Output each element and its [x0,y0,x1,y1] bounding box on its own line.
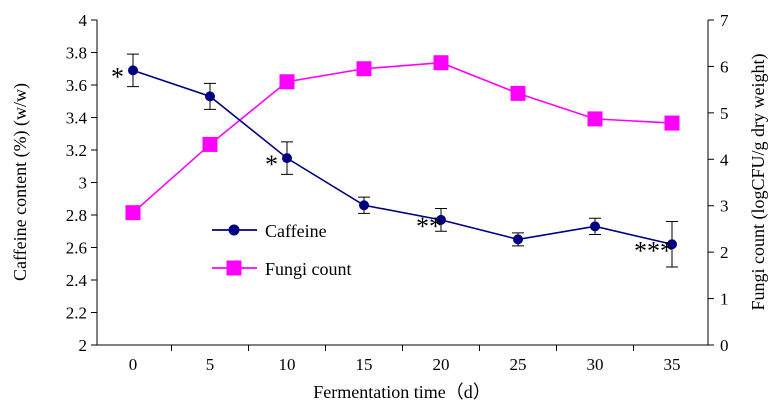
y-right-tick-label: 0 [720,336,729,355]
significance-marker: * [265,150,278,179]
caffeine-marker [436,214,446,225]
y-right-tick-label: 6 [720,57,729,76]
legend-caffeine-label: Caffeine [265,221,327,241]
fungi-count-marker [664,115,680,131]
x-tick-label: 30 [587,355,604,374]
y-left-tick-label: 2.2 [66,304,87,323]
significance-marker: * [111,62,124,91]
y-axis-left-title: Caffeine content (%) (w/w) [10,83,31,281]
y-right-tick-label: 1 [720,290,729,309]
fungi-count-marker [202,136,218,152]
fungi-count-marker [125,205,141,221]
y-left-tick-label: 3.6 [66,76,87,95]
caffeine-marker [359,200,369,211]
caffeine-marker [128,65,138,76]
x-tick-label: 15 [356,355,373,374]
y-right-tick-label: 7 [720,11,729,30]
x-tick-label: 25 [510,355,527,374]
x-tick-label: 20 [433,355,450,374]
fungi-count-marker [356,61,372,77]
caffeine-marker [590,221,600,232]
significance-marker: *** [634,236,673,265]
x-tick-label: 0 [129,355,138,374]
y-axis-right-title: Fungi count (logCFU/g dry weight) [748,54,769,311]
fungi-count-line [132,61,673,214]
x-axis-title: Fermentation time（d） [313,382,490,402]
legend: Caffeine Fungi count [212,221,352,279]
caffeine-marker [667,239,677,250]
caffeine-marker [205,91,215,102]
x-tick-label: 5 [206,355,215,374]
axes-layer: 2 2.2 2.4 2.6 2.8 3 3.2 3.4 3.6 3.8 4 0 1 2 3 4 5 6 7 0 5 10 1… [66,11,729,374]
y-right-tick-label: 2 [720,243,729,262]
x-tick-label: 10 [279,355,296,374]
y-right-tick-label: 4 [720,150,729,169]
caffeine-marker [513,234,523,245]
fungi-count-marker [510,85,526,101]
y-left-tick-label: 3.8 [66,44,87,63]
fungi-count-marker [433,55,449,71]
axis-titles: Fermentation time（d） Caffeine content (%… [10,54,769,403]
y-left-tick-label: 3.4 [66,109,88,128]
y-left-tick-label: 2 [79,336,88,355]
y-left-tick-label: 4 [79,11,88,30]
caffeine-marker [282,153,292,164]
y-left-tick-label: 2.4 [66,271,88,290]
fungi-count-series [125,55,680,221]
y-left-tick-label: 2.8 [66,206,87,225]
significance-marker: ** [416,212,442,241]
y-left-tick-label: 2.6 [66,239,87,258]
caffeine-series [127,53,678,268]
legend-caffeine-marker [228,224,240,236]
legend-fungi-label: Fungi count [265,259,352,279]
y-left-tick-label: 3.2 [66,141,87,160]
caffeine-line [132,69,673,246]
legend-fungi-marker [226,260,242,276]
y-right-tick-label: 5 [720,104,729,123]
x-tick-label: 35 [664,355,681,374]
y-left-tick-label: 3 [79,174,88,193]
significance-markers: ******* [111,62,673,265]
y-right-tick-label: 3 [720,197,729,216]
fungi-count-marker [279,74,295,90]
fungi-count-marker [587,111,603,127]
